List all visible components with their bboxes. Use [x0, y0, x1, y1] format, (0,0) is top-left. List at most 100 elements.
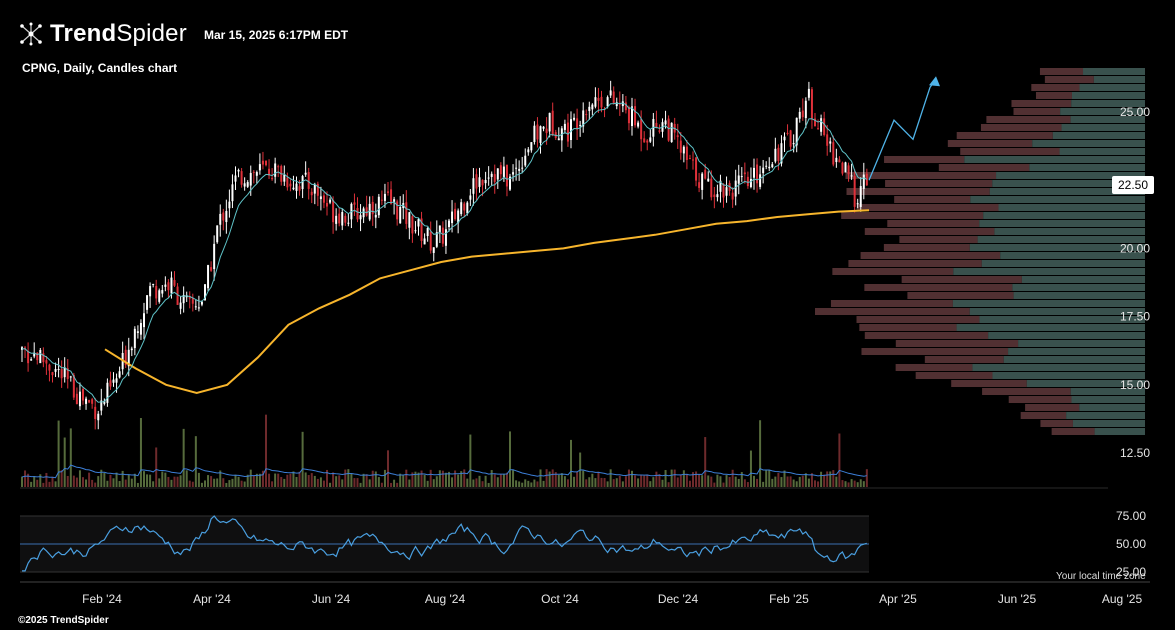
volume-bar: [841, 480, 844, 487]
volume-bar: [527, 480, 530, 487]
candle-body: [847, 165, 850, 175]
volume-bar: [655, 471, 658, 487]
candle-body: [231, 184, 234, 202]
volume-bar: [472, 479, 475, 487]
rsi-tick-label: 75.00: [1116, 509, 1146, 523]
svg-text:22.50: 22.50: [1118, 178, 1148, 192]
volume-profile-bar-green: [992, 372, 1145, 379]
candle-body: [27, 351, 30, 364]
time-tick-label: Jun '24: [312, 592, 351, 606]
volume-bar: [484, 475, 487, 487]
volume-bar: [146, 474, 149, 487]
volume-bar: [688, 480, 691, 487]
volume-profile-bar-green: [1021, 276, 1145, 283]
volume-bar: [57, 420, 60, 487]
volume-profile-bar-red: [883, 244, 970, 251]
candle-body: [265, 160, 267, 166]
volume-bar: [533, 479, 536, 487]
candle-body: [862, 174, 865, 189]
volume-bar: [222, 478, 225, 487]
volume-bar: [197, 472, 200, 487]
volume-bar: [710, 476, 713, 487]
volume-bar: [454, 470, 457, 487]
volume-bar: [85, 479, 88, 487]
candle-body: [66, 368, 69, 379]
candle-body: [146, 295, 149, 310]
candle-body: [695, 157, 698, 181]
candle-body: [283, 174, 286, 182]
volume-bar: [475, 478, 478, 487]
candle-body: [466, 202, 469, 214]
candle-body: [481, 179, 484, 186]
volume-bar: [850, 479, 853, 487]
volume-bar: [539, 469, 542, 487]
volume-profile-bar-green: [977, 236, 1145, 243]
volume-profile-bar-red: [1039, 68, 1084, 75]
candle-body: [258, 164, 261, 171]
candle-body: [234, 175, 237, 182]
candle-body: [216, 225, 219, 243]
volume-bar: [316, 478, 319, 487]
volume-profile-bar-red: [907, 292, 1014, 299]
volume-profile-bar-green: [1083, 68, 1145, 75]
volume-bar: [631, 470, 633, 487]
candle-body: [243, 183, 246, 187]
price-tick-label: 15.00: [1120, 378, 1150, 392]
candle-body: [88, 400, 91, 403]
candle-body: [649, 137, 652, 142]
volume-bar: [143, 471, 145, 487]
candle-body: [164, 284, 167, 287]
volume-profile-bar-green: [956, 324, 1145, 331]
volume-bar: [814, 480, 816, 487]
volume-profile-bar-red: [894, 196, 971, 203]
volume-bar: [585, 479, 588, 487]
volume-bar: [380, 482, 383, 487]
volume-bar: [304, 472, 307, 487]
candle-body: [94, 406, 97, 419]
candle-body: [133, 328, 136, 349]
volume-bar: [487, 482, 490, 487]
candle-body: [210, 267, 213, 271]
volume-bar: [185, 470, 188, 487]
volume-bar: [597, 471, 600, 487]
candle-body: [670, 122, 673, 143]
volume-bar: [289, 473, 292, 487]
volume-bar: [54, 481, 57, 487]
volume-bar: [408, 479, 411, 487]
candle-body: [225, 210, 228, 223]
candle-body: [371, 201, 374, 215]
candle-body: [536, 124, 539, 140]
volume-bar: [725, 475, 728, 487]
price-tick-label: 20.00: [1120, 241, 1150, 255]
volume-profile-bar-green: [1052, 132, 1145, 139]
volume-bar: [249, 469, 252, 487]
candle-body: [685, 146, 688, 161]
volume-bar: [414, 471, 417, 487]
volume-profile-bar-green: [1071, 100, 1145, 107]
candle-body: [865, 173, 868, 186]
candle-body: [441, 227, 444, 244]
candle-body: [112, 379, 115, 383]
volume-profile-bar-green: [1060, 108, 1145, 115]
volume-bar: [746, 482, 749, 487]
volume-profile-bar-green: [989, 188, 1145, 195]
candle-body: [658, 130, 661, 132]
candle-body: [780, 143, 783, 164]
candle-body: [130, 348, 133, 351]
candle-body: [820, 118, 823, 132]
volume-bar: [612, 479, 615, 487]
candle-body: [701, 173, 704, 190]
volume-profile-bar-green: [996, 172, 1145, 179]
volume-profile-bar-red: [895, 364, 973, 371]
volume-bar: [332, 472, 335, 487]
candle-body: [502, 166, 505, 178]
volume-profile-bar-red: [956, 132, 1053, 139]
volume-bar: [743, 479, 746, 487]
volume-bar: [341, 479, 344, 487]
volume-bar: [493, 474, 496, 487]
volume-profile-bar-red: [1035, 92, 1072, 99]
volume-bar: [255, 473, 258, 487]
volume-bar: [237, 476, 240, 487]
candle-body: [664, 120, 667, 125]
